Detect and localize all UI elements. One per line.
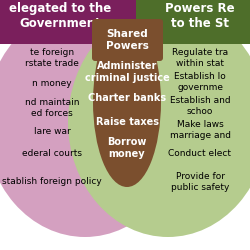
Text: Establish and
schoo: Establish and schoo <box>170 96 230 116</box>
FancyBboxPatch shape <box>136 0 250 44</box>
Ellipse shape <box>0 7 185 237</box>
Text: te foreign
rstate trade: te foreign rstate trade <box>25 48 79 68</box>
Text: Charter banks: Charter banks <box>88 93 166 103</box>
Text: n money: n money <box>32 80 72 88</box>
Text: Regulate tra
within stat: Regulate tra within stat <box>172 48 228 68</box>
Text: Administer
criminal justice: Administer criminal justice <box>84 61 170 83</box>
FancyBboxPatch shape <box>92 19 163 61</box>
Text: Shared
Powers: Shared Powers <box>106 29 148 51</box>
Text: Raise taxes: Raise taxes <box>96 117 158 127</box>
Text: stablish foreign policy: stablish foreign policy <box>2 178 102 186</box>
Text: elegated to the
Government: elegated to the Government <box>9 2 111 30</box>
Text: Make laws
marriage and: Make laws marriage and <box>170 120 230 140</box>
Text: nd maintain
ed forces: nd maintain ed forces <box>25 98 79 118</box>
Text: Conduct elect: Conduct elect <box>168 150 232 158</box>
Text: Establish lo
governme: Establish lo governme <box>174 72 226 92</box>
Text: Powers Re
to the St: Powers Re to the St <box>165 2 235 30</box>
FancyBboxPatch shape <box>0 0 139 44</box>
Ellipse shape <box>93 17 161 187</box>
Text: ederal courts: ederal courts <box>22 150 82 158</box>
Text: Borrow
money: Borrow money <box>107 137 147 159</box>
Text: Provide for
public safety: Provide for public safety <box>171 172 229 192</box>
Ellipse shape <box>68 7 250 237</box>
Text: lare war: lare war <box>34 128 70 136</box>
